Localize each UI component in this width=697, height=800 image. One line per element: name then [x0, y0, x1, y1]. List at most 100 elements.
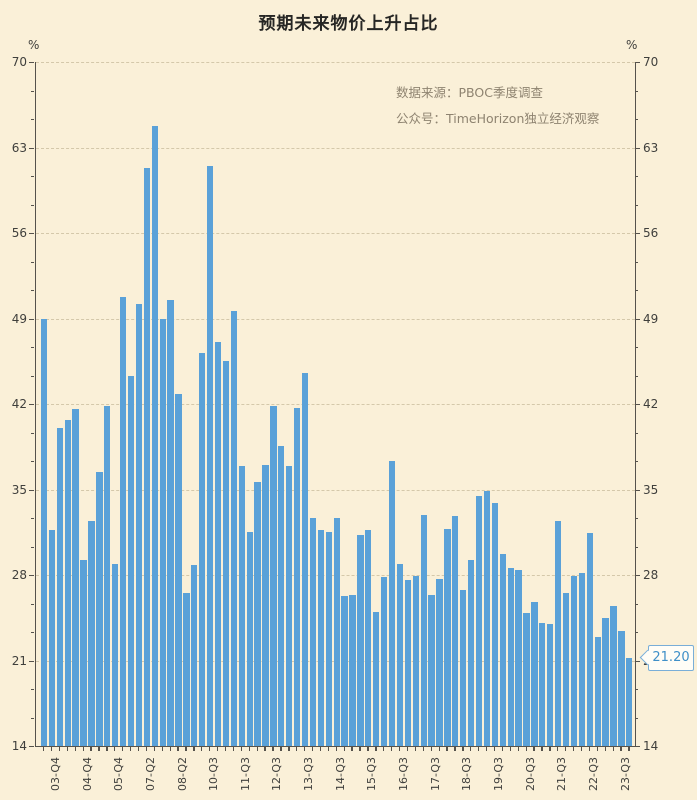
bar: [602, 617, 609, 746]
x-axis-label: 03-Q4: [49, 757, 62, 792]
x-axis-tick: [549, 747, 551, 751]
bar: [547, 623, 554, 746]
bar: [436, 578, 443, 746]
x-axis-tick: [137, 747, 140, 751]
bar: [491, 502, 499, 746]
y-axis-minor-tick: [635, 717, 638, 719]
y-axis-minor-tick: [31, 603, 34, 605]
y-axis-minor-tick: [635, 119, 638, 121]
y-axis-minor-tick: [635, 546, 638, 548]
bar: [64, 419, 71, 746]
y-axis-label-left: 70: [11, 55, 27, 69]
bar: [206, 165, 214, 746]
bar: [270, 406, 277, 746]
x-axis-label: 08-Q2: [175, 757, 189, 792]
x-axis-tick: [43, 747, 45, 751]
wechat-account-annotation: 公众号：TimeHorizon独立经济观察: [396, 111, 600, 126]
bar: [246, 532, 253, 746]
y-axis-tick: [29, 746, 34, 748]
bar: [523, 612, 530, 746]
bar: [555, 521, 562, 746]
bar: [72, 408, 79, 746]
bar: [143, 168, 150, 746]
x-axis-tick: [391, 747, 393, 751]
y-axis-label-left: 21: [11, 653, 27, 668]
bar: [222, 361, 230, 746]
y-axis-minor-tick: [635, 290, 638, 292]
y-axis-minor-tick: [635, 261, 638, 263]
bar: [562, 593, 570, 746]
x-axis-tick: [130, 747, 132, 751]
bar: [373, 611, 380, 746]
x-axis-label: 15-Q3: [365, 757, 379, 792]
x-axis-label: 05-Q4: [112, 757, 126, 792]
x-axis-tick: [628, 747, 630, 751]
x-axis-label: 11-Q3: [238, 757, 252, 792]
gridline: [36, 318, 635, 320]
x-axis-tick: [50, 747, 53, 751]
x-axis-tick: [209, 747, 211, 751]
x-axis-tick: [319, 747, 322, 751]
x-axis-tick: [446, 747, 448, 751]
bar: [88, 521, 95, 746]
y-axis-minor-tick: [635, 176, 638, 178]
x-axis-tick: [533, 747, 535, 751]
chart-title: 预期未来物价上升占比: [258, 14, 439, 34]
x-axis-tick: [454, 747, 456, 751]
y-axis-minor-tick: [31, 119, 34, 121]
bar: [594, 637, 601, 746]
y-axis-label-right: 14: [643, 739, 659, 753]
y-axis-tick: [635, 660, 640, 662]
x-axis-tick: [98, 747, 100, 751]
x-axis-label: 23-Q3: [618, 757, 632, 792]
x-axis-label: 21-Q3: [555, 757, 569, 792]
x-axis-tick: [304, 747, 306, 751]
x-axis-tick: [398, 747, 401, 751]
y-axis-minor-tick: [31, 176, 34, 178]
y-axis-tick: [29, 575, 34, 577]
y-axis-label-left: 49: [11, 311, 27, 326]
x-axis-tick: [280, 747, 282, 751]
x-axis-label: 22-Q3: [586, 757, 600, 792]
bar: [507, 567, 514, 746]
y-axis-label-right: 49: [643, 311, 659, 326]
y-axis-tick: [29, 660, 34, 662]
bar: [349, 594, 356, 746]
bar: [578, 572, 586, 746]
bar: [214, 341, 222, 746]
bar: [135, 303, 143, 746]
y-axis-tick: [29, 62, 34, 64]
x-axis-label: 16-Q3: [397, 757, 411, 792]
bar: [333, 517, 340, 746]
x-axis-label: 12-Q3: [270, 757, 284, 792]
bar: [112, 564, 119, 746]
x-axis-tick: [351, 747, 353, 751]
x-axis-tick: [596, 747, 598, 751]
bar: [412, 576, 419, 746]
bar: [380, 577, 388, 746]
bar: [230, 311, 237, 746]
bar: [460, 589, 467, 746]
bar: [80, 560, 87, 746]
x-axis-tick: [525, 747, 527, 751]
bar: [626, 658, 633, 746]
data-source-annotation: 数据来源：PBOC季度调查: [396, 85, 543, 100]
x-axis-tick: [501, 747, 504, 751]
x-axis-tick: [217, 747, 219, 751]
bar: [420, 515, 427, 746]
x-axis-tick: [240, 747, 243, 751]
y-axis-tick: [29, 404, 34, 406]
y-axis-minor-tick: [31, 347, 34, 349]
x-axis-tick: [493, 747, 496, 751]
x-axis-tick: [224, 747, 227, 751]
x-axis-label: 19-Q3: [491, 757, 505, 792]
y-axis-minor-tick: [31, 375, 34, 377]
y-axis-tick: [635, 746, 640, 748]
x-axis-tick: [145, 747, 148, 751]
bar: [404, 579, 411, 746]
plot-area: [35, 62, 636, 747]
x-axis-tick: [296, 747, 298, 751]
y-axis-label-left: 63: [11, 140, 27, 155]
y-axis-tick: [635, 62, 640, 64]
y-axis-minor-tick: [635, 432, 638, 434]
